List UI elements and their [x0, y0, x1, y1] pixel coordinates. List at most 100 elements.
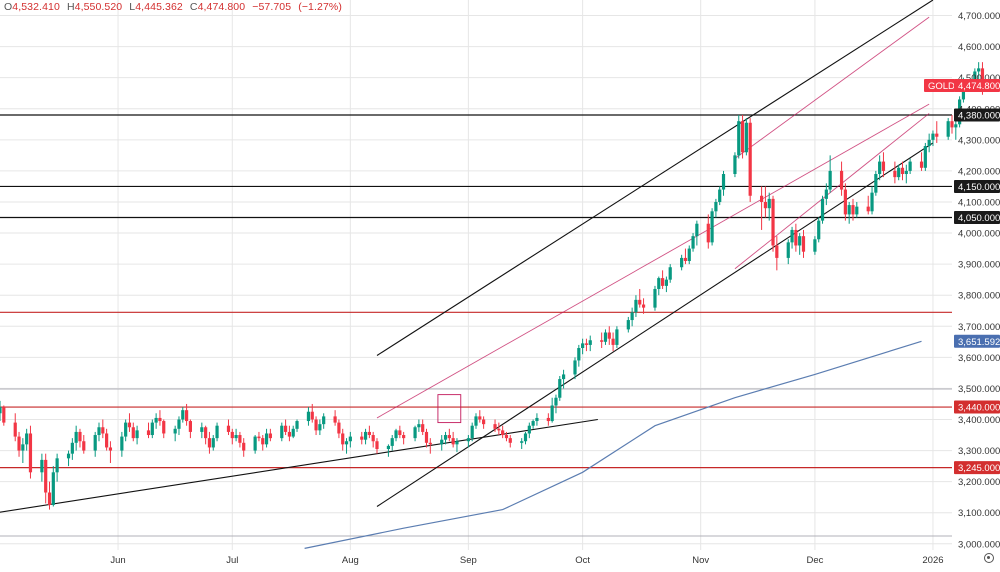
candle-body — [657, 278, 661, 289]
time-axis[interactable]: Jun Jul Aug Sep Oct Nov Dec 2026 — [110, 555, 943, 566]
candle-body — [93, 435, 97, 451]
candle-body — [108, 447, 113, 451]
candle-body — [546, 417, 550, 422]
candle-body — [573, 360, 577, 375]
candle-body — [398, 430, 402, 436]
candle-body — [866, 206, 870, 212]
candle-body — [813, 239, 817, 252]
candle-body — [721, 174, 726, 190]
candle-body — [348, 436, 352, 442]
candle-body — [561, 374, 566, 380]
candle-body — [950, 121, 954, 128]
candle-body — [493, 424, 497, 429]
candle-body — [588, 340, 592, 345]
candle-body — [17, 436, 21, 451]
symbol-tag-label: GOLD — [928, 81, 955, 92]
candle-body — [226, 425, 231, 432]
trend-line — [0, 418, 598, 513]
candle-body — [935, 133, 939, 137]
candle-body — [790, 229, 794, 243]
candle-body — [440, 439, 444, 445]
candle-body — [584, 343, 589, 345]
candle-body — [443, 435, 448, 440]
time-tick-label: Oct — [575, 555, 590, 566]
candle-body — [230, 431, 234, 439]
candle-body — [455, 441, 459, 445]
candle-body — [794, 229, 798, 246]
candle-body — [2, 407, 6, 423]
candle-body — [51, 472, 55, 505]
candle-body — [101, 427, 105, 434]
candle-body — [954, 124, 958, 128]
candle-body — [21, 444, 25, 451]
candle-body — [150, 422, 154, 436]
price-tick-label: 3,700.000 — [958, 322, 1000, 333]
candle-body — [318, 424, 322, 431]
low-key: L — [129, 1, 136, 13]
last-price-tag-label: 4,474.800 — [958, 81, 1000, 92]
candle-body — [402, 435, 406, 439]
candle-body — [870, 192, 874, 212]
ma-price-tag-label: 3,651.592 — [958, 337, 1000, 348]
candle-body — [310, 411, 314, 420]
candle-body — [611, 338, 615, 345]
price-tick-label: 3,500.000 — [958, 384, 1000, 395]
trend-line — [376, 0, 934, 356]
time-tick-label: Sep — [460, 555, 477, 566]
candle-body — [242, 442, 246, 451]
candle-body — [146, 430, 151, 436]
price-tick-label: 3,100.000 — [958, 508, 1000, 519]
price-tick-label: 3,600.000 — [958, 353, 1000, 364]
settings-gear-icon[interactable] — [984, 553, 994, 563]
candle-body — [660, 278, 665, 286]
candle-body — [900, 167, 905, 175]
candle-body — [0, 407, 2, 414]
time-tick-label: Jun — [110, 555, 125, 566]
time-tick-label: Jul — [226, 555, 238, 566]
candle-body — [82, 441, 86, 451]
price-tick-label: 3,900.000 — [958, 260, 1000, 271]
candle-body — [851, 205, 855, 215]
candle-body — [927, 139, 931, 147]
last-price-tag — [954, 79, 1000, 93]
horizontal-levels[interactable] — [0, 114, 952, 537]
candle-body — [482, 419, 486, 425]
candle-body — [360, 436, 364, 440]
candle-body — [478, 416, 482, 420]
change-value: −57.705 — [252, 1, 292, 13]
ma-line — [304, 340, 922, 549]
candle-body — [527, 425, 531, 434]
candle-body — [946, 121, 950, 137]
candle-body — [687, 248, 691, 262]
candle-body — [893, 170, 897, 178]
candle-body — [295, 421, 299, 429]
level-price-tag — [954, 108, 1000, 122]
candle-body — [820, 198, 825, 221]
candle-body — [261, 438, 265, 445]
candle-body — [714, 201, 718, 212]
candle-body — [638, 299, 642, 305]
candle-body — [344, 441, 349, 445]
candle-body — [207, 438, 212, 448]
price-tick-label: 3,400.000 — [958, 415, 1000, 426]
ma-price-tag — [954, 334, 1000, 348]
trendlines[interactable] — [0, 0, 934, 514]
candle-body — [257, 436, 261, 439]
price-tick-label: 4,600.000 — [958, 42, 1000, 53]
candle-body — [394, 430, 398, 439]
candle-body — [162, 421, 166, 434]
open-key: O — [4, 1, 13, 13]
candle-body — [375, 441, 379, 450]
candle-body — [680, 257, 684, 268]
candle-body — [550, 405, 554, 422]
candle-body — [855, 206, 859, 215]
price-tick-label: 3,000.000 — [958, 539, 1000, 550]
level-price-tag-label: 4,380.000 — [958, 110, 1000, 121]
candle-body — [504, 435, 509, 439]
level-price-tag-label: 4,150.000 — [958, 182, 1000, 193]
channel-line — [376, 103, 930, 419]
candle-body — [417, 424, 421, 428]
candle-body — [683, 257, 688, 262]
